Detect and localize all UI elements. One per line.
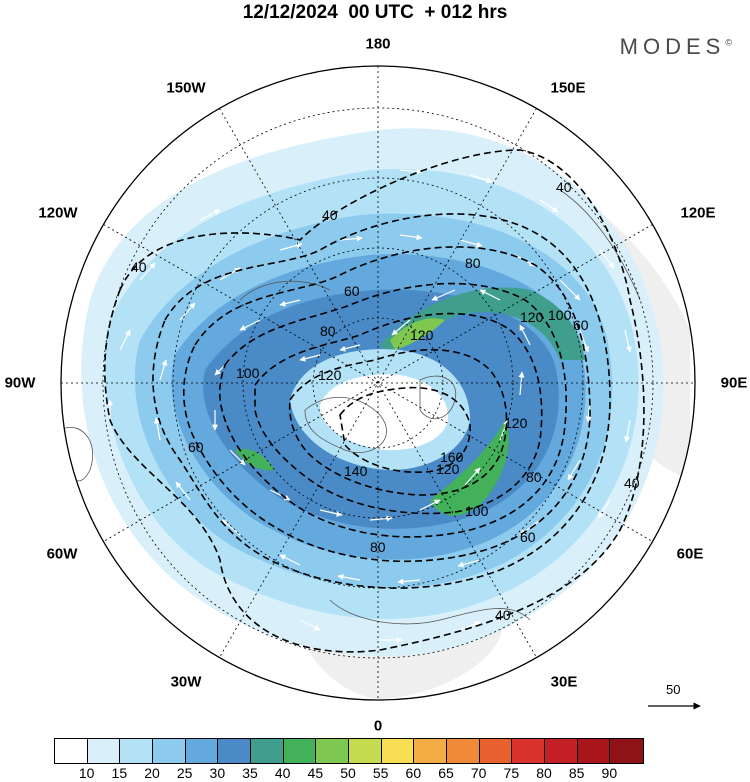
colorbar-swatch xyxy=(381,739,415,763)
colorbar-swatch xyxy=(577,739,611,763)
contour-label: 80 xyxy=(320,323,336,339)
lon-label-120w: 120W xyxy=(38,204,78,222)
contour-label: 60 xyxy=(573,317,589,333)
contour-label: 40 xyxy=(556,179,572,195)
colorbar-swatch xyxy=(316,739,349,763)
colorbar-tick-label: 70 xyxy=(470,765,487,781)
lon-label-120e: 120E xyxy=(680,204,716,222)
colorbar-swatch xyxy=(610,739,643,763)
contour-label: 80 xyxy=(465,255,481,271)
contour-label: 160 xyxy=(440,449,464,465)
colorbar-tick-label: 55 xyxy=(372,765,389,781)
colorbar-tick-label: 15 xyxy=(111,765,128,781)
contour-label: 60 xyxy=(520,529,536,545)
lon-label-60w: 60W xyxy=(46,545,78,563)
contour-label: 120 xyxy=(504,415,528,431)
contour-label: 100 xyxy=(465,503,489,519)
contour-label: 40 xyxy=(322,207,338,223)
colorbar-swatch xyxy=(348,739,382,763)
colorbar-swatch xyxy=(283,739,317,763)
colorbar-tick-label: 35 xyxy=(242,765,258,781)
contour-label: 60 xyxy=(188,439,204,455)
lon-label-150w: 150W xyxy=(166,79,206,97)
contour-label: 60 xyxy=(344,283,360,299)
contour-label: 80 xyxy=(526,469,542,485)
colorbar-tick-label: 80 xyxy=(536,765,552,781)
colorbar-tick-label: 45 xyxy=(307,765,324,781)
colorbar-tick-label: 25 xyxy=(176,765,193,781)
colorbar-swatch xyxy=(414,739,447,763)
colorbar-tick-label: 30 xyxy=(209,765,226,781)
lon-label-60e: 60E xyxy=(676,545,704,563)
lon-label-30w: 30W xyxy=(170,673,202,691)
lon-label-90w: 90W xyxy=(4,374,36,392)
colorbar-swatch xyxy=(87,739,121,763)
colorbar-tick-label: 85 xyxy=(568,765,585,781)
colorbar-swatch xyxy=(512,739,545,763)
colorbar-swatch xyxy=(218,739,251,763)
colorbar-tick-label: 90 xyxy=(601,765,618,781)
contour-label: 40 xyxy=(131,259,147,275)
contour-label: 140 xyxy=(344,463,368,479)
colorbar-swatch xyxy=(544,739,578,763)
lon-label-150e: 150E xyxy=(550,79,586,97)
colorbar-tick-label: 40 xyxy=(274,765,291,781)
contour-label: 40 xyxy=(495,607,511,623)
lon-label-30e: 30E xyxy=(550,673,578,691)
colorbar-tick-label: 10 xyxy=(78,765,95,781)
contour-label: 120 xyxy=(318,367,342,383)
map-boundary xyxy=(60,65,696,701)
colorbar-swatch xyxy=(55,739,88,763)
colorbar-tick-label: 75 xyxy=(503,765,520,781)
colorbar-swatch xyxy=(250,739,284,763)
contour-label: 120 xyxy=(436,461,460,477)
contour-label: 100 xyxy=(236,365,260,381)
lon-label-0: 0 xyxy=(373,717,383,735)
lon-label-90e: 90E xyxy=(720,374,748,392)
reference-vector-label: 50 xyxy=(666,682,681,697)
colorbar-tick-label: 60 xyxy=(405,765,422,781)
contour-label: 100 xyxy=(548,307,572,323)
brand-mark: © xyxy=(725,37,732,48)
colorbar-swatch xyxy=(479,739,513,763)
map-title: 12/12/2024 00 UTC + 012 hrs xyxy=(242,2,508,23)
contour-label: 120 xyxy=(520,309,544,325)
colorbar-tick-label: 50 xyxy=(340,765,356,781)
colorbar xyxy=(54,738,644,764)
brand-logo: MODES© xyxy=(620,34,732,60)
colorbar-swatch xyxy=(152,739,186,763)
colorbar-tick-label: 65 xyxy=(438,765,454,781)
colorbar-swatch xyxy=(446,739,480,763)
contour-label: 120 xyxy=(410,327,434,343)
brand-name: MODES xyxy=(619,34,726,59)
colorbar-swatch xyxy=(120,739,153,763)
contour-label: 40 xyxy=(624,475,640,491)
lon-label-180: 180 xyxy=(365,35,391,53)
colorbar-tick-label: 20 xyxy=(144,765,160,781)
colorbar-swatch xyxy=(185,739,219,763)
